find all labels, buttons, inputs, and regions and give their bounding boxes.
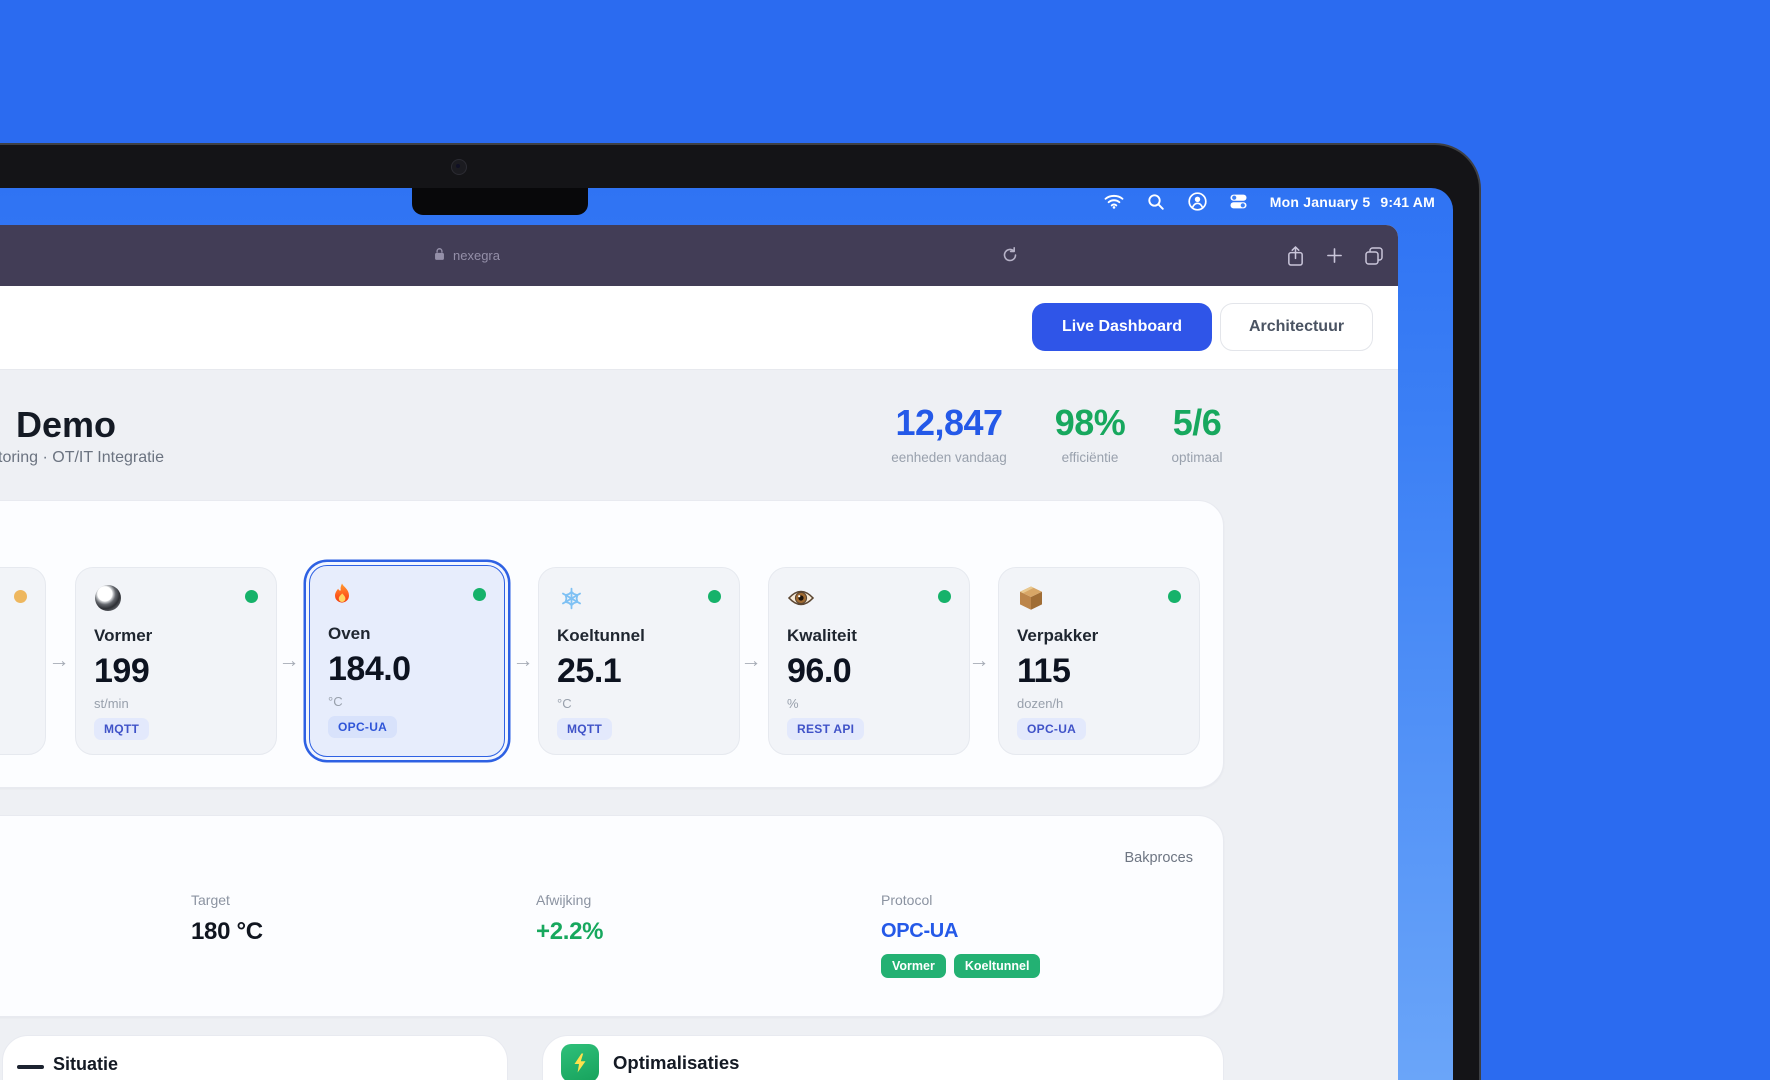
lightning-bolt-icon [561,1044,599,1080]
status-dot-online [245,590,258,603]
machine-name: Verpakker [1017,626,1099,645]
page-subtitle: toring · OT/IT Integratie [0,449,164,466]
webcam-icon [451,159,467,175]
machine-value: 115 [1017,652,1071,690]
machine-card-kwaliteit[interactable]: Kwaliteit 96.0 % REST API [768,567,970,755]
stat-value: 98% [1054,402,1126,443]
machine-unit: % [787,696,799,711]
machine-unit: st/min [94,696,129,711]
production-flow-panel: → Vormer 199 st/min MQTT → [0,500,1224,788]
stat-label: optimaal [1171,450,1223,465]
ring-icon [94,584,122,612]
optimalisaties-title: Optimalisaties [613,1052,740,1073]
status-dot-online [938,590,951,603]
field-label: Target [191,892,230,908]
browser-toolbar: nexegra [0,225,1398,286]
status-dot-online [708,590,721,603]
tag-vormer: Vormer [881,954,946,978]
machine-value: 199 [94,652,150,690]
stat-efficiency: 98% efficiëntie [1055,402,1126,465]
machine-card-verpakker[interactable]: Verpakker 115 dozen/h OPC-UA [998,567,1200,755]
page-title: Demo [16,404,117,445]
field-label: Protocol [881,892,933,908]
machine-value: 184.0 [328,650,411,688]
flow-arrow-icon: → [48,649,70,672]
status-dot-warning [14,590,27,603]
address-bar-url: nexegra [453,248,500,263]
protocol-badge: MQTT [557,718,613,740]
tag-koeltunnel: Koeltunnel [953,954,1041,978]
address-bar[interactable]: nexegra [433,225,500,286]
status-dot-online [1168,590,1181,603]
control-center-icon[interactable] [1230,194,1247,209]
laptop-screen: Mon January 5 9:41 AM nexegra [0,188,1453,1080]
protocol-badge: OPC-UA [328,716,398,738]
lock-icon [433,247,446,265]
field-value: +2.2% [536,918,604,945]
tab-architectuur[interactable]: Architectuur [1220,303,1373,351]
menu-bar-clock: Mon January 5 9:41 AM [1270,194,1435,210]
flow-arrow-icon: → [740,649,762,672]
machine-unit: dozen/h [1017,696,1064,711]
situatie-card: Situatie [2,1035,508,1080]
toolbar-actions [1286,225,1384,286]
menu-bar: Mon January 5 9:41 AM [0,188,1453,215]
share-icon[interactable] [1286,245,1305,267]
field-value: OPC-UA [881,920,959,942]
stat-optimal: 5/6 optimaal [1171,402,1222,465]
machine-card-oven[interactable]: Oven 184.0 °C OPC-UA [309,565,505,757]
package-icon [1017,584,1045,612]
situatie-title: Situatie [53,1054,119,1074]
menu-bar-date: Mon January 5 [1269,193,1371,210]
fire-icon [328,582,356,610]
machine-value: 25.1 [557,652,622,690]
machine-card-koeltunnel[interactable]: Koeltunnel 25.1 °C MQTT [538,567,740,755]
field-label: Afwijking [536,892,592,908]
flow-arrow-icon: → [512,649,534,672]
stat-units-today: 12,847 eenheden vandaag [891,402,1007,465]
field-afwijking: Afwijking +2.2% [536,892,604,946]
stat-label: efficiëntie [1061,450,1119,465]
field-value: 180 °C [191,918,263,945]
field-target: Target 180 °C [191,892,263,946]
flow-arrow-icon: → [968,649,990,672]
protocol-badge: REST API [787,718,865,740]
process-title: Bakproces [1124,850,1193,866]
tab-overview-icon[interactable] [1364,246,1384,266]
protocol-tags: Vormer Koeltunnel [881,954,1041,978]
machine-name: Kwaliteit [787,626,857,645]
stat-label: eenheden vandaag [891,450,1007,465]
stat-value: 5/6 [1172,402,1222,443]
eye-icon [787,584,815,612]
situatie-dash-icon [17,1065,44,1069]
optimalisaties-card: Optimalisaties [542,1035,1224,1080]
status-dot-online [473,588,486,601]
protocol-badge: MQTT [94,718,150,740]
machine-name: Koeltunnel [557,626,645,645]
stat-value: 12,847 [895,402,1003,443]
page-content: Live Dashboard Architectuur Demo toring … [0,286,1398,1080]
menu-bar-time: 9:41 AM [1380,193,1435,210]
machine-unit: °C [328,694,343,709]
machine-name: Vormer [94,626,153,645]
reload-icon[interactable] [1001,246,1019,264]
browser-window: nexegra [0,225,1398,1080]
field-protocol: Protocol OPC-UA [881,892,958,943]
display-notch [412,188,588,215]
process-detail-panel: Bakproces Target 180 °C Afwijking +2.2% … [0,815,1224,1017]
machine-name: Oven [328,624,371,643]
machine-unit: °C [557,696,572,711]
wifi-icon[interactable] [1104,194,1124,209]
machine-card-partial[interactable] [0,567,46,755]
flow-arrow-icon: → [278,649,300,672]
new-tab-icon[interactable] [1326,247,1343,264]
user-account-icon[interactable] [1188,192,1207,211]
machine-card-vormer[interactable]: Vormer 199 st/min MQTT [75,567,277,755]
tab-live-dashboard[interactable]: Live Dashboard [1032,303,1212,351]
machine-value: 96.0 [787,652,852,690]
search-icon[interactable] [1147,193,1165,211]
snowflake-icon [557,584,585,612]
protocol-badge: OPC-UA [1017,718,1087,740]
